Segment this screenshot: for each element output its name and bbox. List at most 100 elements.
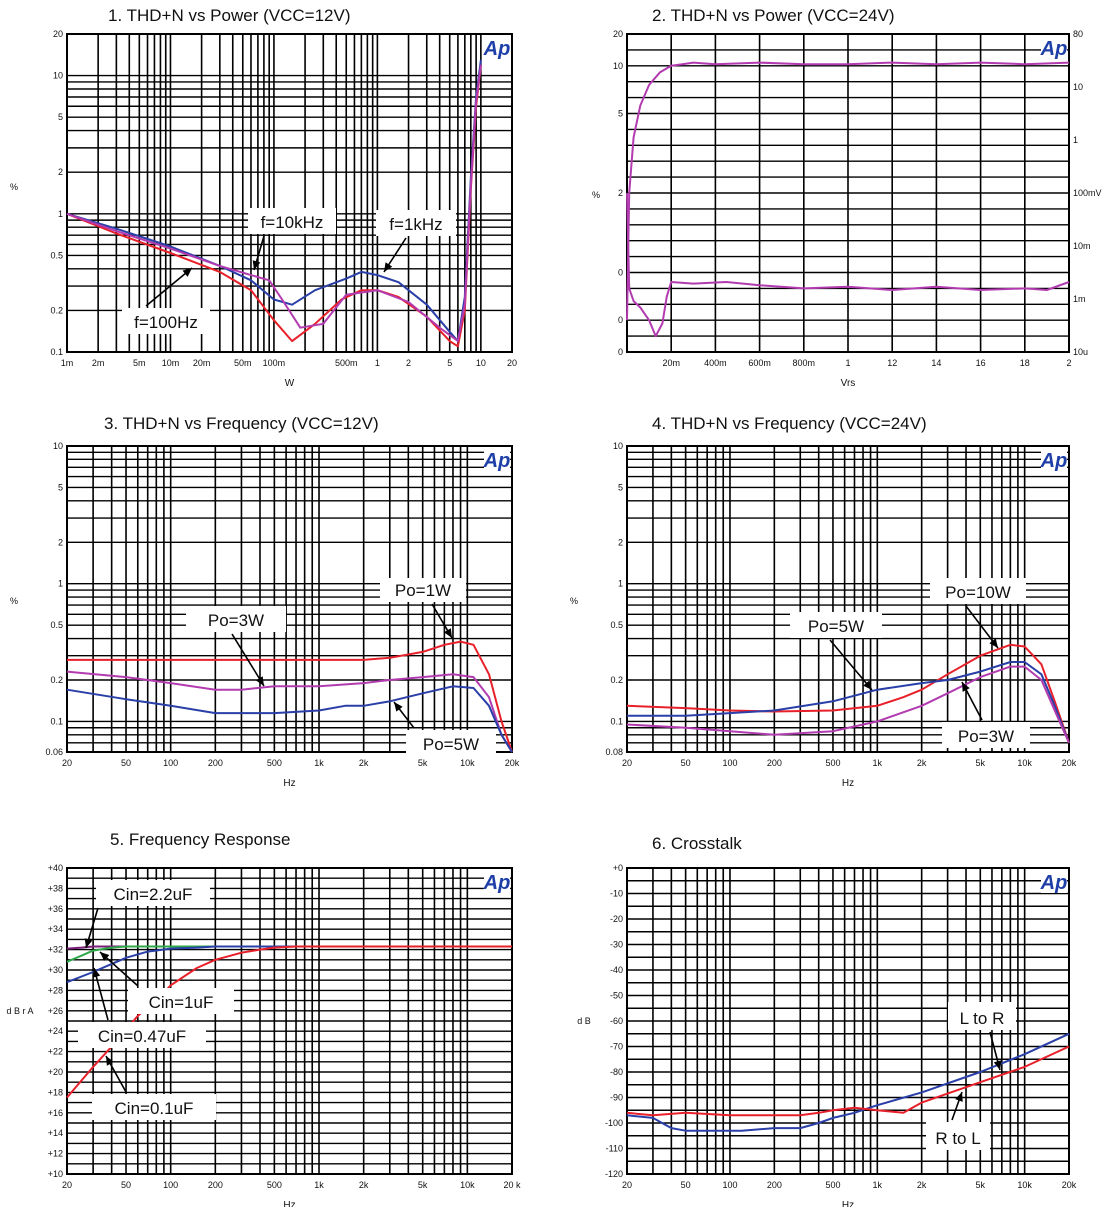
x-tick-label: 100 [722,758,737,768]
annotation-label: f=1kHz [389,215,442,234]
y2-tick-label: 1m [1073,294,1086,304]
y-tick-label: +0 [613,863,623,873]
y2-tick-label: 10u [1073,347,1088,357]
annotation-arrowhead [255,676,264,686]
x-tick-label: 50 [121,1180,131,1190]
x-tick-label: 100m [263,358,286,368]
y-tick-label: -50 [610,991,623,1001]
y-axis-label: % [10,182,18,192]
x-tick-label: 50 [681,758,691,768]
annotation-label: Po=5W [808,617,864,636]
annotation-box [186,606,286,632]
annotation-arrow [231,633,265,687]
x-tick-label: 1k [314,758,324,768]
x-tick-label: 20k [1062,1180,1077,1190]
y-tick-label: +36 [48,904,63,914]
plot-frame [66,33,513,353]
annotation-box [942,722,1030,748]
plot-frame [626,445,1070,753]
annotation-arrowhead [955,1092,963,1102]
y-tick-label: -10 [610,889,623,899]
y-tick-label: 0.5 [610,620,623,630]
x-tick-label: 2m [92,358,105,368]
y-tick-label: 0.1 [50,347,63,357]
y-tick-label: -30 [610,940,623,950]
annotation-label: Po=1W [395,581,451,600]
y-tick-label: 0.08 [605,747,623,757]
x-tick-label: 20 [622,1180,632,1190]
annotation-arrowhead [863,680,872,690]
annotation-arrowhead [182,268,192,277]
annotation-arrowhead [92,968,101,978]
annotation-arrowhead [443,628,452,638]
x-tick-label: 5k [976,758,986,768]
chart-title: 1. THD+N vs Power (VCC=12V) [108,6,351,25]
y-tick-label: 20 [53,29,63,39]
chart-title: 2. THD+N vs Power (VCC=24V) [652,6,895,25]
annotation-label: Cin=2.2uF [114,885,193,904]
annotation-label: Cin=0.47uF [98,1027,186,1046]
annotation-arrowhead [394,702,403,712]
x-tick-label: 10m [162,358,180,368]
x-tick-label: 5k [976,1180,986,1190]
y-tick-label: 1 [58,579,63,589]
annotation-arrowhead [84,938,93,948]
y-tick-label: +20 [48,1067,63,1077]
y-axis-label: d B r A [6,1006,33,1016]
y-tick-label: +30 [48,965,63,975]
annotation-arrowhead [993,1060,1002,1070]
y-tick-label: -120 [605,1169,623,1179]
chart-title: 4. THD+N vs Frequency (VCC=24V) [652,414,927,433]
series-line [66,64,482,343]
annotation-label: L to R [960,1009,1005,1028]
y-tick-label: 2 [618,188,623,198]
y-tick-label: 2 [618,537,623,547]
y-tick-label: 0.5 [50,250,63,260]
x-tick-label: 5k [418,758,428,768]
annotation-arrow [145,267,193,307]
y-tick-label: 1 [618,579,623,589]
y-tick-label: -70 [610,1042,623,1052]
series-line [626,665,1070,744]
chart-title: 3. THD+N vs Frequency (VCC=12V) [104,414,379,433]
annotation-label: Cin=0.1uF [115,1099,194,1118]
ap-logo: Ap [483,38,511,60]
x-axis-label: Hz [842,1200,854,1207]
x-tick-label: 20 [62,1180,72,1190]
x-tick-label: 500 [825,1180,840,1190]
x-tick-label: 5m [133,358,146,368]
x-tick-label: 2k [917,1180,927,1190]
y-tick-label: +14 [48,1128,63,1138]
y-tick-label: +18 [48,1087,63,1097]
annotation-label: Po=3W [208,611,264,630]
annotation-label: Po=3W [958,727,1014,746]
ap-badge-bg [1041,449,1067,471]
x-tick-label: 20 [62,758,72,768]
x-tick-label: 100 [722,1180,737,1190]
y-tick-label: -90 [610,1093,623,1103]
x-tick-label: 10 [476,358,486,368]
x-tick-label: 50m [234,358,252,368]
series-line [626,192,1070,338]
y-tick-label: 1 [58,209,63,219]
x-tick-label: 14 [931,358,941,368]
y-tick-label: 0.2 [50,675,63,685]
x-tick-label: 200 [767,1180,782,1190]
x-tick-label: 10k [460,1180,475,1190]
y-tick-label: +28 [48,985,63,995]
x-tick-label: 500 [825,758,840,768]
y-tick-label: 2 [58,167,63,177]
x-tick-label: 2k [359,758,369,768]
annotation-box [96,880,210,906]
chart-title: 6. Crosstalk [652,834,742,853]
y-tick-label: 0 [618,268,623,278]
annotation-box [128,988,234,1014]
annotation-arrowhead [100,952,110,961]
y-tick-label: -60 [610,1016,623,1026]
x-tick-label: 400m [704,358,727,368]
y-tick-label: -40 [610,965,623,975]
x-tick-label: 1 [375,358,380,368]
y-tick-label: 10 [613,61,623,71]
y-tick-label: -110 [606,1144,623,1154]
